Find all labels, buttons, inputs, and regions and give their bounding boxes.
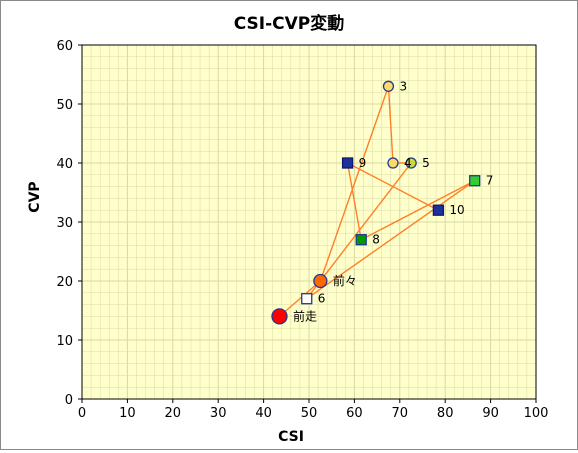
data-point: [382, 80, 395, 92]
y-tick-label: 50: [56, 98, 73, 113]
data-point: [387, 157, 399, 169]
data-label: 前走: [293, 308, 317, 323]
x-tick-label: 50: [301, 406, 318, 421]
data-label: 10: [449, 203, 464, 217]
data-label: 5: [422, 156, 430, 170]
data-label: 3: [399, 79, 407, 93]
data-label: 7: [486, 174, 494, 188]
x-tick-label: 90: [482, 406, 499, 421]
y-tick-label: 30: [56, 216, 73, 231]
data-point: [341, 157, 354, 169]
data-point: [355, 234, 367, 246]
data-point: [313, 273, 328, 289]
y-tick-label: 60: [56, 39, 73, 54]
data-point: [405, 157, 417, 169]
y-tick-label: 20: [56, 275, 73, 290]
x-tick-label: 100: [524, 406, 549, 421]
data-point: [469, 175, 481, 187]
x-tick-label: 70: [392, 406, 409, 421]
x-axis-label: CSI: [278, 429, 304, 445]
x-tick-label: 0: [78, 406, 86, 421]
data-point: [432, 204, 445, 216]
data-label: 4: [404, 156, 412, 170]
y-tick-label: 10: [56, 334, 73, 349]
x-tick-label: 60: [346, 406, 363, 421]
chart-title: CSI-CVP変動: [234, 13, 345, 34]
x-tick-label: 80: [437, 406, 454, 421]
data-label: 8: [372, 233, 380, 247]
x-tick-label: 30: [210, 406, 227, 421]
data-label: 9: [359, 156, 367, 170]
data-point: [301, 293, 313, 305]
series-line: [279, 86, 476, 317]
data-point: [271, 308, 288, 325]
data-label: 前々: [333, 273, 357, 288]
x-tick-label: 20: [165, 406, 182, 421]
y-tick-label: 0: [65, 393, 73, 408]
y-axis-label: CVP: [27, 181, 43, 212]
y-tick-label: 40: [56, 157, 73, 172]
x-tick-label: 40: [255, 406, 272, 421]
data-label: 6: [318, 292, 326, 306]
x-tick-label: 10: [119, 406, 136, 421]
